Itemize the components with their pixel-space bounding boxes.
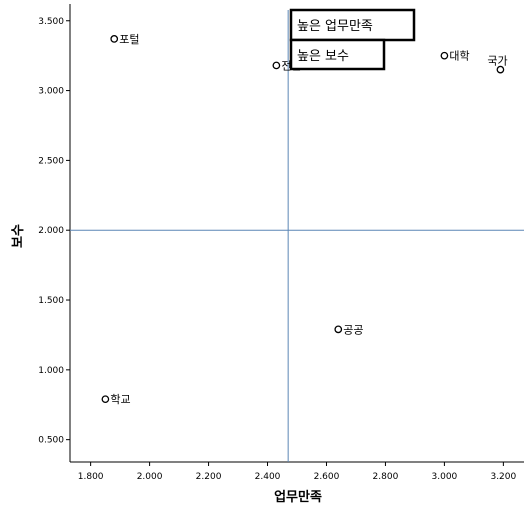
x-tick-label: 3.000 bbox=[432, 472, 458, 482]
data-point bbox=[101, 395, 110, 404]
data-point bbox=[334, 325, 343, 334]
x-tick-label: 2.800 bbox=[373, 472, 399, 482]
x-tick-label: 2.400 bbox=[255, 472, 281, 482]
data-point bbox=[272, 61, 281, 70]
x-tick-label: 2.000 bbox=[137, 472, 163, 482]
point-label: 포털 bbox=[119, 33, 139, 46]
x-tick-label: 1.800 bbox=[78, 472, 104, 482]
data-point bbox=[110, 35, 119, 43]
annotation-text: 높은 업무만족 bbox=[297, 19, 373, 34]
x-axis-title: 업무만족 bbox=[274, 489, 322, 505]
data-point bbox=[496, 65, 505, 74]
y-tick-label: 2.000 bbox=[38, 226, 64, 236]
y-tick-label: 1.500 bbox=[38, 296, 64, 306]
annotation-box bbox=[289, 8, 416, 42]
point-label: 학교 bbox=[110, 393, 130, 406]
y-tick-label: 0.500 bbox=[38, 436, 64, 446]
y-tick-label: 2.500 bbox=[38, 156, 64, 166]
x-tick-label: 2.600 bbox=[314, 472, 340, 482]
y-tick-label: 3.500 bbox=[38, 17, 64, 27]
point-label: 국가 bbox=[487, 55, 507, 68]
y-tick-label: 1.000 bbox=[38, 366, 64, 376]
y-tick-label: 3.000 bbox=[38, 87, 64, 97]
x-tick-label: 3.200 bbox=[490, 472, 516, 482]
annotation-box bbox=[289, 38, 386, 71]
point-label: 대학 bbox=[449, 50, 469, 63]
point-label: 공공 bbox=[343, 323, 363, 336]
data-point bbox=[440, 51, 449, 60]
x-tick-label: 2.200 bbox=[196, 472, 222, 482]
y-axis-title: 보수 bbox=[11, 224, 26, 248]
annotation-text: 높은 보수 bbox=[297, 49, 349, 64]
